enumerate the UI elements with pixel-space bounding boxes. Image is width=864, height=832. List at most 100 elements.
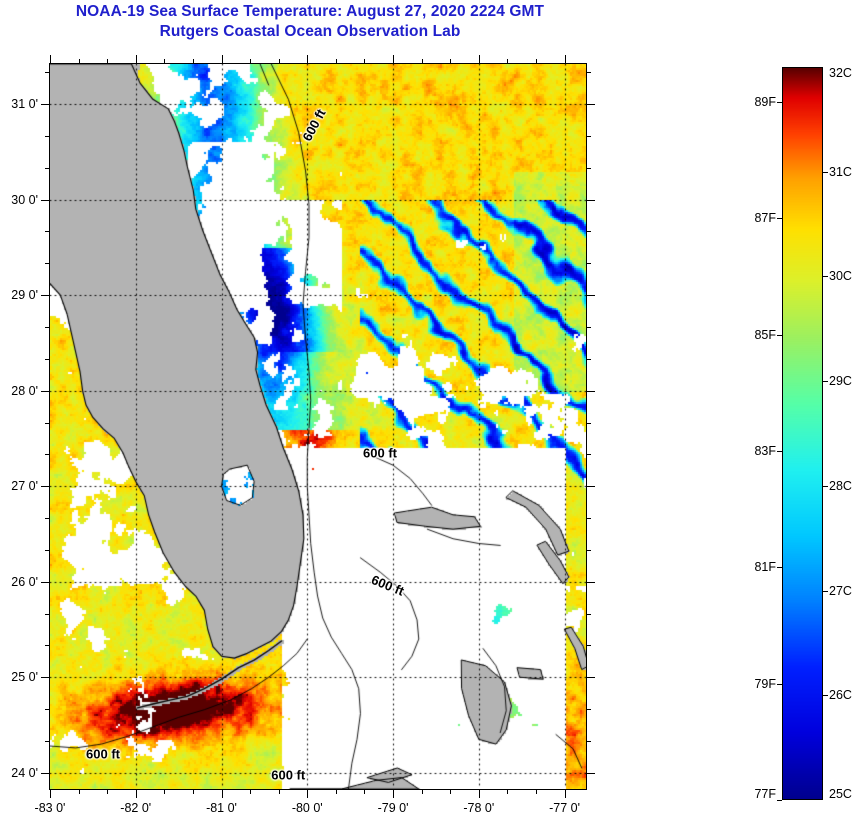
colorbar-tick (823, 276, 828, 278)
colorbar-tick (777, 218, 782, 220)
y-axis-major-tick (41, 486, 50, 488)
y-axis-tick-label: 26 0' (11, 574, 38, 589)
x-axis-minor-tick (421, 59, 423, 64)
x-axis-major-tick (307, 55, 309, 64)
y-axis-major-tick (41, 199, 50, 201)
colorbar-tick (823, 171, 828, 173)
x-axis-minor-tick (78, 789, 80, 794)
colorbar-celsius-label: 29C (829, 374, 852, 389)
x-axis-minor-tick (164, 59, 166, 64)
colorbar-fahrenheit-label: 85F (754, 327, 776, 342)
x-axis-major-tick (393, 789, 395, 798)
y-axis-minor-tick (45, 613, 50, 615)
y-axis-tick-label: 24 0' (11, 765, 38, 780)
y-axis-major-tick (41, 581, 50, 583)
y-axis-tick-label: 25 0' (11, 670, 38, 685)
y-axis-major-tick (586, 772, 595, 774)
y-axis-minor-tick (586, 263, 591, 265)
y-axis-major-tick (41, 390, 50, 392)
x-axis-tick-label: -82 0' (120, 801, 152, 815)
chart-title-block: NOAA-19 Sea Surface Temperature: August … (0, 2, 620, 42)
colorbar-fahrenheit-label: 83F (754, 443, 776, 458)
y-axis-tick-label: 31 0' (11, 97, 38, 112)
x-axis-minor-tick (507, 59, 509, 64)
x-axis-minor-tick (278, 59, 280, 64)
y-axis-minor-tick (586, 358, 591, 360)
sst-map-plot (49, 63, 587, 790)
x-axis-minor-tick (335, 789, 337, 794)
y-axis-minor-tick (586, 518, 591, 520)
colorbar-tick (823, 485, 828, 487)
x-axis-minor-tick (78, 59, 80, 64)
x-axis-major-tick (221, 789, 223, 798)
colorbar-gradient (783, 68, 822, 799)
x-axis-tick-label: -78 0' (463, 801, 495, 815)
colorbar-fahrenheit-label: 77F (754, 787, 776, 801)
x-axis-tick-label: -83 0' (34, 801, 66, 815)
x-axis-major-tick (50, 789, 51, 798)
colorbar-tick (777, 450, 782, 452)
y-axis-minor-tick (45, 358, 50, 360)
colorbar-tick (777, 567, 782, 569)
colorbar-tick (823, 381, 828, 383)
colorbar-tick (777, 101, 782, 103)
y-axis-major-tick (586, 390, 595, 392)
x-axis-minor-tick (250, 59, 252, 64)
x-axis-major-tick (307, 789, 309, 798)
colorbar-fahrenheit-label: 79F (754, 676, 776, 691)
x-axis-tick-label: -77 0' (549, 801, 580, 815)
y-axis-major-tick (586, 104, 595, 106)
colorbar-celsius-label: 26C (829, 688, 852, 703)
x-axis-tick-label: -81 0' (206, 801, 237, 815)
colorbar-celsius-label: 32C (829, 66, 852, 80)
x-axis-minor-tick (250, 789, 252, 794)
x-axis-major-tick (393, 55, 395, 64)
x-axis-minor-tick (335, 59, 337, 64)
y-axis-minor-tick (586, 454, 591, 456)
y-axis-major-tick (41, 295, 50, 297)
y-axis-minor-tick (45, 326, 50, 328)
y-axis-minor-tick (586, 422, 591, 424)
colorbar-celsius-label: 31C (829, 164, 852, 179)
x-axis-major-tick (478, 789, 480, 798)
y-axis-major-tick (41, 677, 50, 679)
colorbar-tick (777, 800, 782, 801)
sst-field-canvas (50, 64, 586, 789)
x-axis-minor-tick (192, 59, 194, 64)
contour-label-600ft: 600 ft (271, 767, 306, 783)
colorbar-tick (823, 695, 828, 697)
colorbar-tick (823, 590, 828, 592)
y-axis-tick-label: 27 0' (11, 479, 38, 494)
contour-label-600ft: 600 ft (363, 445, 397, 461)
title-line-1: NOAA-19 Sea Surface Temperature: August … (75, 3, 545, 20)
y-axis-minor-tick (586, 72, 591, 74)
y-axis-tick-label: 30 0' (11, 192, 38, 207)
x-axis-minor-tick (535, 789, 537, 794)
colorbar-fahrenheit-label: 87F (754, 211, 776, 226)
colorbar-celsius-label: 30C (829, 269, 852, 284)
y-axis-major-tick (586, 486, 595, 488)
colorbar-tick (777, 334, 782, 336)
x-axis-tick-label: -79 0' (377, 801, 409, 815)
x-axis-major-tick (135, 55, 137, 64)
y-axis-major-tick (586, 581, 595, 583)
colorbar-celsius-label: 27C (829, 583, 852, 598)
colorbar (782, 67, 823, 800)
y-axis-minor-tick (45, 709, 50, 711)
y-axis-major-tick (586, 677, 595, 679)
y-axis-major-tick (41, 772, 50, 774)
y-axis-minor-tick (45, 135, 50, 137)
x-axis-major-tick (50, 55, 51, 64)
y-axis-minor-tick (586, 740, 591, 742)
y-axis-minor-tick (586, 326, 591, 328)
y-axis-minor-tick (586, 613, 591, 615)
y-axis-minor-tick (586, 549, 591, 551)
x-axis-minor-tick (364, 59, 366, 64)
y-axis-minor-tick (45, 231, 50, 233)
y-axis-major-tick (41, 104, 50, 106)
colorbar-tick (777, 683, 782, 685)
y-axis-major-tick (586, 199, 595, 201)
x-axis-minor-tick (450, 789, 452, 794)
x-axis-tick-label: -80 0' (291, 801, 323, 815)
colorbar-celsius-label: 28C (829, 478, 852, 493)
